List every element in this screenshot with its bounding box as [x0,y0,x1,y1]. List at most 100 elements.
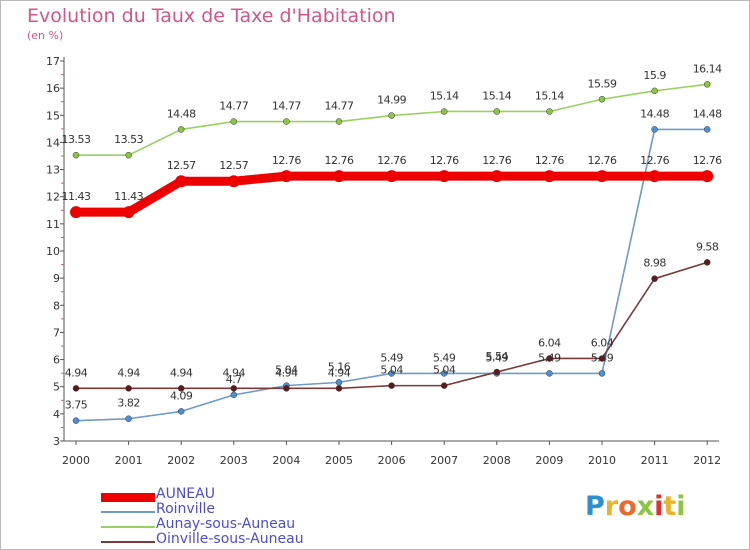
data-label: 4.94 [65,366,88,379]
data-point [546,370,553,377]
data-label: 6.04 [591,336,614,349]
data-point [283,385,290,392]
data-label: 5.54 [486,350,509,363]
data-point [440,382,448,389]
x-tick-label: 2002 [167,454,195,467]
data-label: 15.14 [535,89,564,102]
data-label: 4.94 [275,366,298,379]
data-label: 14.77 [272,100,301,113]
x-tick-label: 2012 [693,454,721,467]
data-label: 11.43 [62,190,91,203]
x-tick-label: 2011 [641,454,669,467]
x-tick-label: 2003 [220,454,248,467]
data-point [546,355,553,362]
data-label: 14.77 [219,100,248,113]
data-label: 5.04 [275,364,298,377]
data-labels: 13.53 13.53 14.48 14.77 14.77 14.77 14.99 15.14… [62,62,723,411]
data-point [125,415,132,422]
y-tick-label: 5 [53,381,60,394]
data-label: 4.94 [117,366,140,379]
data-point [596,170,608,183]
data-point [490,170,503,183]
data-label: 12.76 [588,154,617,167]
series-points [70,81,714,424]
data-point [703,126,711,133]
x-tick-label: 2007 [430,454,458,467]
y-tick-label: 17 [46,55,60,68]
data-label: 9.58 [696,240,719,253]
data-label: 15.9 [643,69,666,82]
y-tick-label: 8 [53,299,60,312]
data-label: 12.76 [535,154,564,167]
x-tick-label: 2008 [483,454,511,467]
data-point [177,126,185,133]
data-label: 12.76 [693,154,722,167]
y-tick-label: 16 [46,82,60,95]
data-point [703,259,711,266]
data-point [227,175,240,188]
data-point [598,355,606,362]
x-tick-label: 2009 [535,454,563,467]
data-point [72,417,80,424]
x-tick-label: 2000 [62,454,90,467]
data-label: 4.94 [170,366,193,379]
data-label: 5.04 [433,364,456,377]
data-label: 5.49 [433,351,456,364]
data-label: 16.14 [693,62,722,75]
data-label: 13.53 [62,133,91,146]
data-label: 12.76 [377,154,406,167]
data-point [703,81,711,88]
data-label: 15.59 [588,77,617,90]
data-point [388,370,395,377]
data-point [177,408,185,415]
data-point [651,275,658,282]
data-label: 14.48 [640,107,669,120]
data-point [335,385,343,392]
data-point [122,206,135,219]
data-label: 12.76 [430,154,459,167]
data-point [125,385,132,392]
data-point [651,126,658,133]
data-label: 15.14 [430,89,459,102]
data-label: 14.48 [693,107,722,120]
x-tick-label: 2004 [272,454,300,467]
data-label: 3.82 [117,397,140,410]
chart-title: Evolution du Taux de Taxe d'Habitation [27,5,396,27]
legend-label: AUNEAU [156,486,215,502]
data-label: 12.76 [325,154,354,167]
proxiti-logo: Proxiti [585,491,686,522]
legend-item: Roinville [101,501,401,519]
data-label: 12.57 [167,159,196,172]
data-point [493,368,501,376]
chart-subtitle: (en %) [27,29,64,42]
data-point [648,170,661,183]
data-point [175,175,188,188]
data-label: 5.49 [380,351,403,364]
legend-swatch [101,526,155,528]
axes: 3 4 5 6 7 8 9 10 11 12 13 14 15 16 17 2000 2001 2002 2003 2… [46,55,721,467]
data-point [388,382,395,389]
data-label: 14.99 [377,94,406,107]
legend-item: Aunay-sous-Auneau [101,516,401,534]
y-tick-label: 14 [46,136,60,149]
x-tick-label: 2005 [325,454,353,467]
data-point [598,370,606,377]
data-point [335,379,343,386]
y-tick-label: 9 [53,272,60,285]
data-label: 4.94 [223,366,246,379]
legend-label: Oinville-sous-Auneau [156,531,304,547]
data-label: 5.04 [380,364,403,377]
data-point [438,170,451,183]
legend-label: Roinville [156,501,215,517]
data-label: 5.16 [328,360,351,373]
y-tick-label: 15 [46,109,60,122]
y-tick-label: 7 [53,326,60,339]
legend-item: Oinville-sous-Auneau [101,531,401,549]
legend-label: Aunay-sous-Auneau [156,516,296,532]
data-label: 15.14 [482,89,511,102]
x-tick-label: 2001 [115,454,143,467]
data-label: 12.76 [482,154,511,167]
data-label: 14.48 [167,107,196,120]
